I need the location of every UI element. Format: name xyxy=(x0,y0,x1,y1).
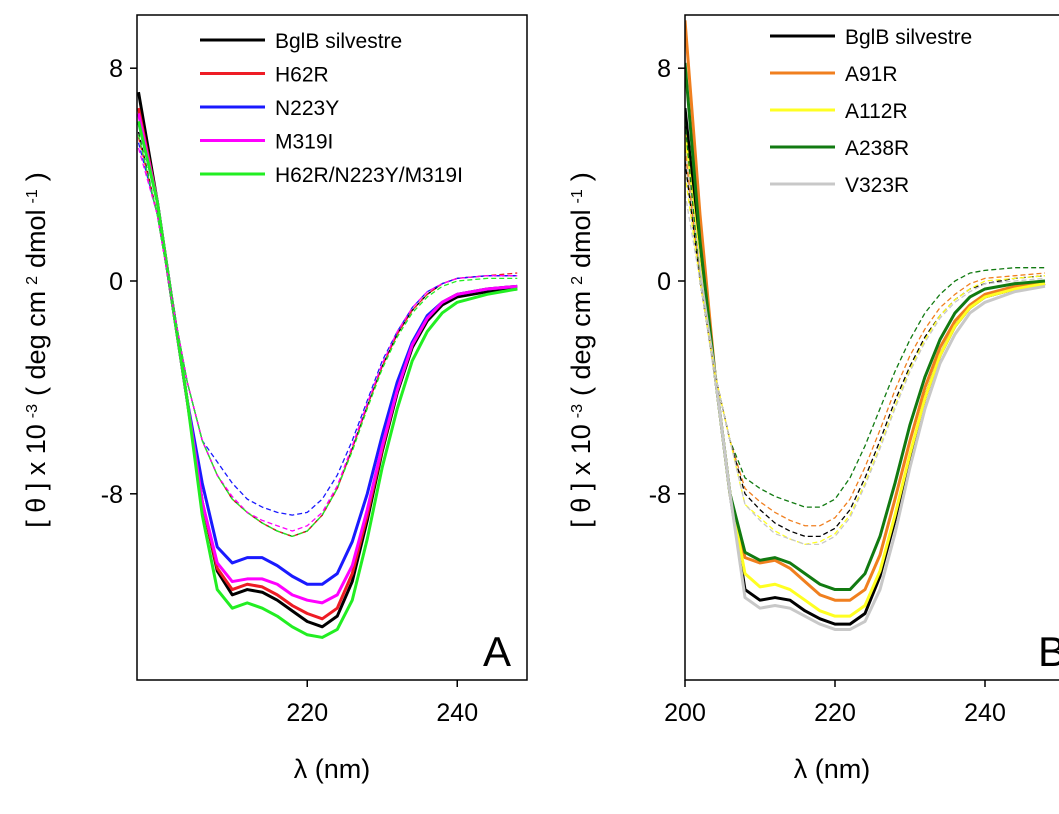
line xyxy=(685,62,1046,592)
dashed-line xyxy=(685,193,1046,545)
dashed-line xyxy=(685,147,1046,527)
y-axis-label-part: dmol xyxy=(566,209,596,268)
dashed-line xyxy=(137,147,518,532)
y-axis-label-part: -3 xyxy=(569,404,586,418)
y-axis-label: [ θ ] x 10 -3 ( deg cm 2 dmol -1) xyxy=(566,172,596,528)
y-tick-label: -8 xyxy=(649,481,671,509)
y-axis-label-part: ) xyxy=(21,172,51,181)
dashed-line xyxy=(137,131,518,538)
dashed-line xyxy=(137,134,518,538)
dashed-line xyxy=(137,142,518,516)
y-axis-label-part: 2 xyxy=(24,276,41,285)
plot-area xyxy=(137,91,518,639)
legend-label: V323R xyxy=(845,174,909,197)
x-tick-label: 220 xyxy=(814,699,856,727)
y-tick-label: 0 xyxy=(657,268,671,296)
line xyxy=(137,121,518,586)
y-tick-label: 8 xyxy=(109,55,123,83)
legend-label: M319I xyxy=(275,131,333,154)
legend-label: BglB silvestre xyxy=(845,26,972,49)
panel-label: A xyxy=(483,628,511,675)
dashed-line xyxy=(685,121,1045,508)
y-axis-label-part: dmol xyxy=(21,209,51,268)
y-axis-label-part: [ θ ] x 10 xyxy=(21,424,51,528)
dashed-line xyxy=(685,174,1046,545)
y-axis-label: [ θ ] x 10 -3 ( deg cm 2 dmol -1) xyxy=(21,172,51,528)
axes-frame xyxy=(136,14,528,681)
line xyxy=(685,134,1046,618)
x-tick-label: 240 xyxy=(964,699,1006,727)
axes-frame xyxy=(684,14,1059,681)
y-tick-label: -8 xyxy=(101,481,123,509)
legend-label: BglB silvestre xyxy=(275,30,402,53)
plot-area xyxy=(685,20,1046,631)
line xyxy=(137,121,518,639)
panel-label: B xyxy=(1038,628,1059,675)
x-axis-label: λ (nm) xyxy=(794,754,871,784)
line xyxy=(685,153,1046,631)
x-tick-label: 220 xyxy=(286,699,328,727)
legend-label: H62R xyxy=(275,64,329,87)
legend-label: N223Y xyxy=(275,97,339,120)
x-tick-label: 240 xyxy=(436,699,478,727)
y-axis-label-part: -3 xyxy=(24,404,41,418)
legend-label: A238R xyxy=(845,137,909,160)
y-axis-label-part: [ θ ] x 10 xyxy=(566,424,596,528)
y-tick-label: 0 xyxy=(109,268,123,296)
y-axis-label-part: ( deg cm xyxy=(566,291,596,396)
x-axis-label: λ (nm) xyxy=(294,754,371,784)
legend-label: A91R xyxy=(845,63,898,86)
legend-label: A112R xyxy=(845,100,908,123)
y-axis-label-part: -1 xyxy=(569,189,586,203)
x-tick-label: 200 xyxy=(664,699,706,727)
y-axis-label-part: 2 xyxy=(569,276,586,285)
y-axis-label-part: -1 xyxy=(24,189,41,203)
dashed-line xyxy=(137,137,518,538)
legend-label: H62R/N223Y/M319I xyxy=(275,164,463,187)
y-axis-label-part: ( deg cm xyxy=(21,291,51,396)
y-tick-label: 8 xyxy=(657,55,671,83)
y-axis-label-part: ) xyxy=(566,172,596,181)
